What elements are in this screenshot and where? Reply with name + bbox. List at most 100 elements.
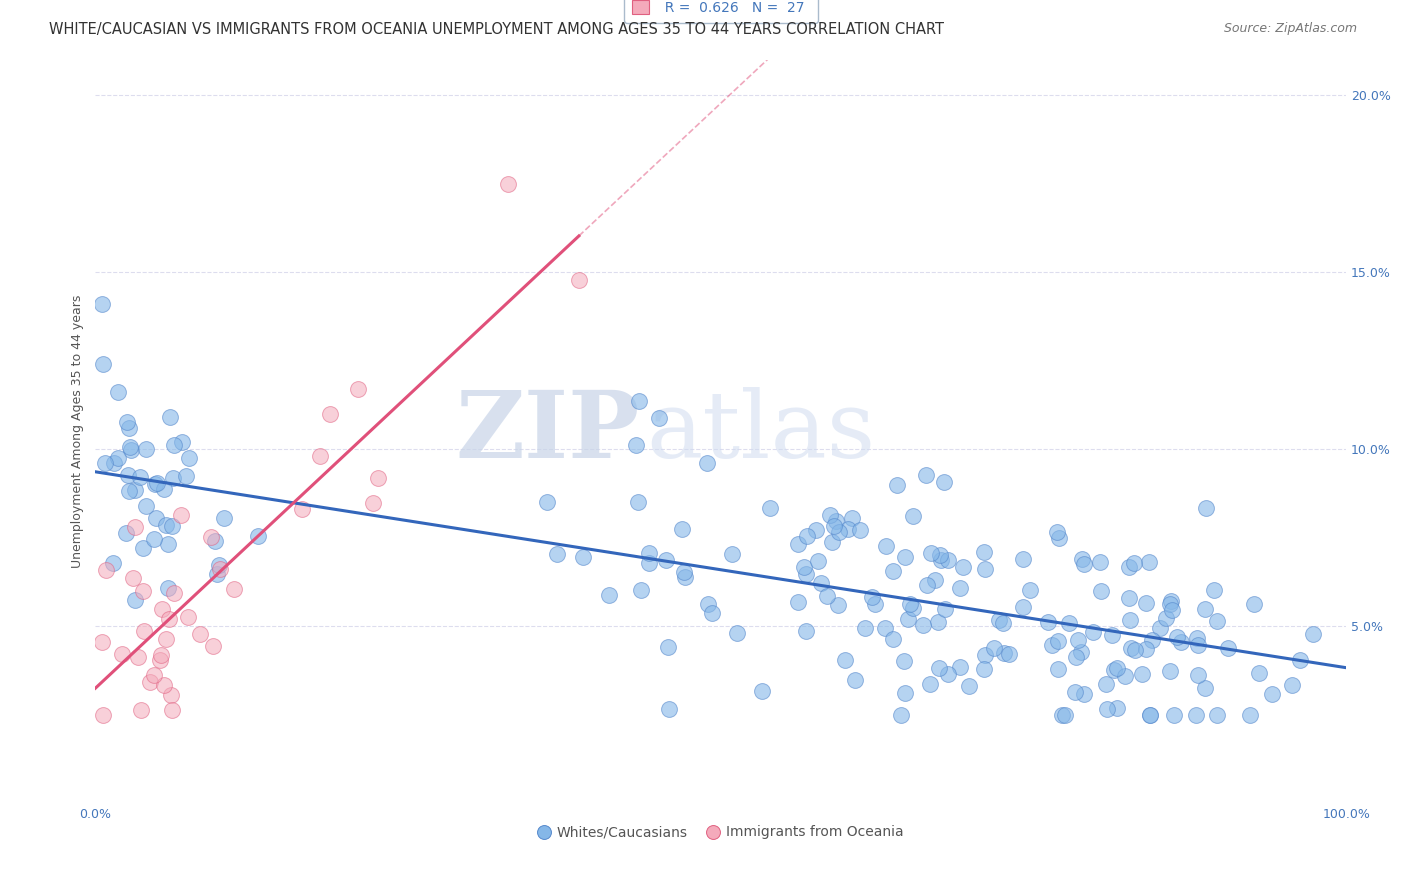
- Point: [1288, 653, 1310, 667]
- Point: [1012, 552, 1035, 566]
- Point: [1159, 665, 1181, 679]
- Point: [957, 679, 980, 693]
- Point: [1205, 708, 1227, 723]
- Point: [863, 598, 886, 612]
- Point: [157, 582, 180, 596]
- Point: [993, 646, 1015, 660]
- Point: [810, 575, 832, 590]
- Point: [932, 475, 955, 490]
- Point: [901, 509, 924, 524]
- Point: [143, 533, 166, 547]
- Point: [1118, 559, 1140, 574]
- Point: [145, 511, 167, 525]
- Point: [834, 653, 856, 667]
- Y-axis label: Unemployment Among Ages 35 to 44 years: Unemployment Among Ages 35 to 44 years: [72, 295, 84, 568]
- Point: [1012, 600, 1035, 615]
- Point: [1194, 601, 1216, 615]
- Point: [794, 566, 817, 581]
- Point: [787, 595, 810, 609]
- Point: [1059, 616, 1081, 631]
- Point: [222, 582, 245, 597]
- Point: [818, 508, 841, 523]
- Point: [823, 518, 845, 533]
- Point: [893, 654, 915, 668]
- Point: [1185, 631, 1208, 645]
- Point: [1216, 640, 1239, 655]
- Point: [974, 562, 997, 576]
- Point: [107, 385, 129, 400]
- Point: [1119, 641, 1142, 656]
- Point: [1261, 687, 1284, 701]
- Point: [111, 647, 134, 661]
- Point: [103, 457, 125, 471]
- Point: [172, 434, 194, 449]
- Point: [1154, 611, 1177, 625]
- Point: [928, 548, 950, 562]
- Point: [1102, 663, 1125, 677]
- Point: [893, 686, 915, 700]
- Point: [1187, 638, 1209, 652]
- Point: [572, 550, 595, 565]
- Point: [1149, 622, 1171, 636]
- Point: [1163, 708, 1185, 723]
- Point: [132, 584, 155, 599]
- Point: [1302, 626, 1324, 640]
- Point: [1160, 593, 1182, 607]
- Text: Source: ZipAtlas.com: Source: ZipAtlas.com: [1223, 22, 1357, 36]
- Point: [696, 456, 718, 470]
- Point: [997, 647, 1019, 661]
- Point: [1184, 708, 1206, 723]
- Point: [1135, 641, 1157, 656]
- Point: [624, 438, 647, 452]
- Point: [207, 567, 229, 582]
- Point: [751, 684, 773, 698]
- Point: [1095, 677, 1118, 691]
- Point: [844, 673, 866, 688]
- Point: [1130, 667, 1153, 681]
- Point: [896, 612, 918, 626]
- Point: [1139, 708, 1161, 723]
- Point: [796, 624, 818, 638]
- Point: [920, 546, 942, 560]
- Point: [1195, 501, 1218, 516]
- Point: [807, 554, 830, 568]
- Point: [991, 615, 1014, 630]
- Point: [1047, 532, 1070, 546]
- Point: [1064, 685, 1087, 699]
- Point: [163, 438, 186, 452]
- Point: [875, 539, 897, 553]
- Point: [1114, 669, 1136, 683]
- Point: [163, 586, 186, 600]
- Point: [174, 468, 197, 483]
- Point: [139, 674, 162, 689]
- Point: [973, 648, 995, 662]
- Point: [915, 467, 938, 482]
- Point: [1073, 557, 1095, 571]
- Point: [1239, 708, 1261, 723]
- Point: [929, 553, 952, 567]
- Point: [134, 624, 156, 638]
- Point: [124, 483, 146, 498]
- Point: [927, 615, 949, 629]
- Point: [890, 708, 912, 723]
- Point: [546, 548, 568, 562]
- Point: [949, 581, 972, 595]
- Point: [142, 668, 165, 682]
- Point: [973, 662, 995, 676]
- Point: [1040, 638, 1063, 652]
- Point: [1249, 666, 1271, 681]
- Point: [1206, 614, 1229, 628]
- Point: [1090, 584, 1112, 599]
- Point: [201, 639, 224, 653]
- Point: [915, 577, 938, 591]
- Point: [828, 525, 851, 540]
- Point: [1095, 702, 1118, 716]
- Point: [657, 640, 679, 655]
- Point: [91, 708, 114, 723]
- Point: [700, 606, 723, 620]
- Point: [496, 177, 519, 191]
- Point: [638, 546, 661, 560]
- Point: [827, 599, 849, 613]
- Point: [1018, 583, 1040, 598]
- Point: [115, 526, 138, 541]
